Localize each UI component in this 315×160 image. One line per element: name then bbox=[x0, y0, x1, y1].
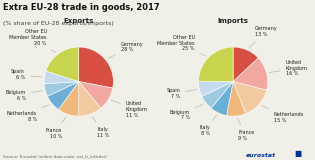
Title: Imports: Imports bbox=[218, 18, 249, 24]
Wedge shape bbox=[44, 71, 79, 84]
Text: ■: ■ bbox=[295, 149, 302, 158]
Text: Belgium
6 %: Belgium 6 % bbox=[6, 90, 43, 100]
Wedge shape bbox=[226, 82, 246, 116]
Wedge shape bbox=[198, 82, 233, 96]
Wedge shape bbox=[79, 47, 113, 88]
Text: Italy
11 %: Italy 11 % bbox=[92, 116, 110, 138]
Wedge shape bbox=[48, 82, 79, 110]
Text: Belgium
7 %: Belgium 7 % bbox=[170, 104, 203, 120]
Text: Netherlands
8 %: Netherlands 8 % bbox=[7, 105, 49, 122]
Text: Spain
7 %: Spain 7 % bbox=[166, 88, 197, 99]
Wedge shape bbox=[198, 47, 233, 82]
Wedge shape bbox=[211, 82, 233, 116]
Wedge shape bbox=[44, 82, 79, 96]
Wedge shape bbox=[59, 82, 79, 116]
Text: Netherlands
15 %: Netherlands 15 % bbox=[261, 106, 304, 123]
Wedge shape bbox=[233, 82, 266, 114]
Text: Spain
6 %: Spain 6 % bbox=[11, 69, 42, 80]
Text: Source: Eurostat (online data code: ext_lt_inttrdst): Source: Eurostat (online data code: ext_… bbox=[3, 154, 107, 158]
Wedge shape bbox=[233, 47, 258, 82]
Text: France
9 %: France 9 % bbox=[238, 119, 255, 141]
Text: United
Kingdom
16 %: United Kingdom 16 % bbox=[269, 60, 308, 76]
Wedge shape bbox=[46, 47, 79, 82]
Text: Other EU
Member States
25 %: Other EU Member States 25 % bbox=[157, 35, 206, 56]
Text: Extra EU-28 trade in goods, 2017: Extra EU-28 trade in goods, 2017 bbox=[3, 3, 160, 12]
Wedge shape bbox=[233, 58, 268, 90]
Text: Germany
28 %: Germany 28 % bbox=[108, 42, 143, 58]
Wedge shape bbox=[79, 82, 113, 108]
Text: France
10 %: France 10 % bbox=[46, 117, 66, 139]
Wedge shape bbox=[202, 82, 233, 108]
Title: Exports: Exports bbox=[64, 18, 94, 24]
Wedge shape bbox=[79, 82, 101, 116]
Text: eurostat: eurostat bbox=[246, 153, 276, 158]
Text: Germany
13 %: Germany 13 % bbox=[249, 26, 277, 48]
Text: Italy
8 %: Italy 8 % bbox=[199, 115, 217, 136]
Text: United
Kingdom
11 %: United Kingdom 11 % bbox=[111, 100, 147, 118]
Text: Other EU
Member States
20 %: Other EU Member States 20 % bbox=[9, 29, 56, 52]
Text: (% share of EU-28 exports/imports): (% share of EU-28 exports/imports) bbox=[3, 21, 114, 26]
